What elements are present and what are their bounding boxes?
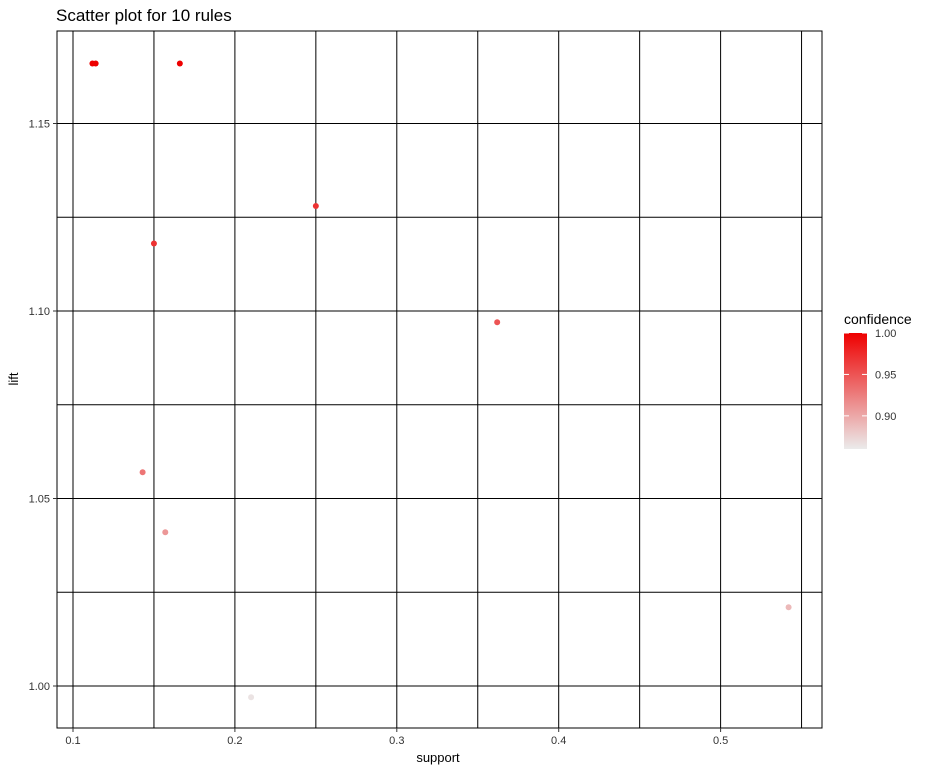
data-point (139, 469, 146, 476)
x-tick-label: 0.2 (227, 735, 242, 747)
data-point (92, 60, 99, 67)
x-tick-label: 0.3 (389, 735, 404, 747)
legend-title: confidence (844, 311, 912, 327)
data-point (312, 203, 319, 209)
data-point (494, 319, 501, 326)
x-tick-label: 0.5 (713, 735, 728, 747)
data-point (162, 529, 169, 536)
y-tick-label: 1.10 (29, 306, 50, 318)
grid-lines (56, 30, 823, 729)
legend-tick-label: 1.00 (875, 328, 896, 340)
legend-colorbar (844, 333, 867, 449)
data-point (176, 60, 183, 67)
data-point (248, 694, 255, 701)
chart-title: Scatter plot for 10 rules (56, 6, 232, 25)
data-points (89, 60, 792, 701)
x-tick-label: 0.4 (551, 735, 566, 747)
y-axis-title: lift (6, 372, 21, 385)
x-tick-label: 0.1 (65, 735, 80, 747)
x-axis-title: support (416, 750, 460, 765)
data-point (785, 604, 792, 611)
color-legend: 1.00 0.95 0.90 (844, 328, 896, 449)
legend-tick-label: 0.90 (875, 411, 896, 423)
plot-panel-border (56, 30, 823, 729)
data-point (150, 240, 157, 247)
y-tick-label: 1.00 (29, 681, 50, 693)
legend-tick-label: 0.95 (875, 369, 896, 381)
y-tick-label: 1.15 (29, 119, 50, 131)
y-tick-label: 1.05 (29, 494, 50, 506)
axes: 0.1 0.2 0.3 0.4 0.5 1.00 1.05 1.10 1.15 (29, 119, 729, 748)
